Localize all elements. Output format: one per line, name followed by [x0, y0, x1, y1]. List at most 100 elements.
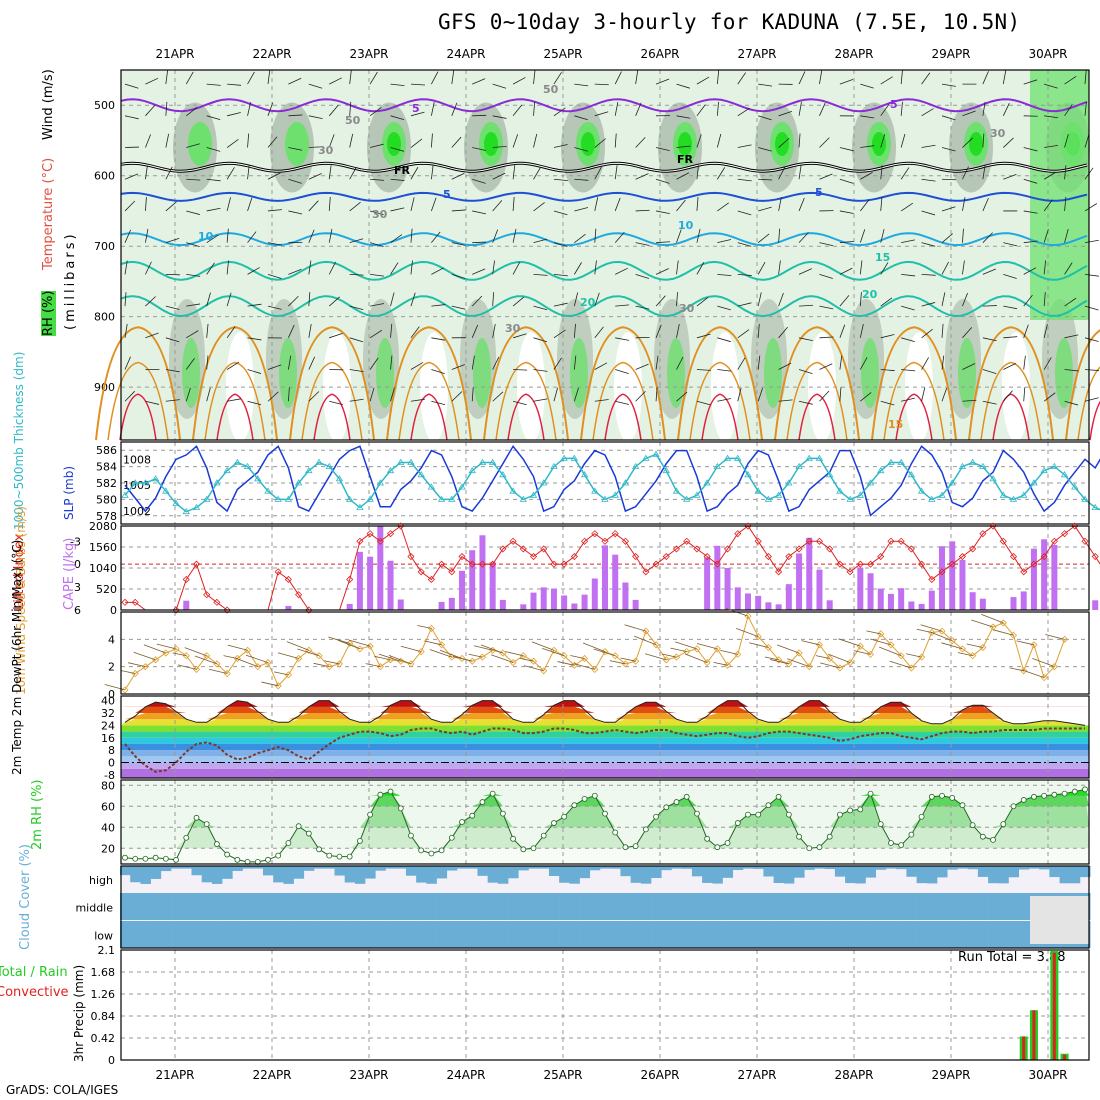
- isotherm-30: [1077, 366, 1100, 441]
- wind-barb: [717, 239, 732, 244]
- wind-barb: [1064, 400, 1079, 406]
- wind-barb: [982, 133, 985, 148]
- temp-series: [124, 700, 1086, 726]
- wind-tick: 2: [108, 661, 115, 674]
- wind-marker: [764, 643, 772, 652]
- wind-barb: [635, 209, 650, 212]
- cloud-low-bar: [548, 921, 560, 948]
- wind-marker: [325, 663, 333, 671]
- rh-marker: [734, 820, 741, 826]
- cloud-high-bar: [477, 866, 488, 876]
- cloud-middle-bar: [293, 893, 305, 920]
- rh-marker: [796, 833, 802, 840]
- cape-bar: [898, 588, 905, 610]
- wind-barb: [512, 104, 523, 117]
- cape-bar: [928, 590, 935, 610]
- cloud-middle-bar: [865, 893, 877, 920]
- isotherm-15: [120, 260, 1088, 281]
- wind-barb: [620, 657, 636, 662]
- wind-barb: [828, 653, 851, 663]
- temp-band: [121, 706, 1089, 714]
- cloud-low-bar: [242, 921, 254, 948]
- cloud-high-bar: [354, 866, 366, 884]
- cape-bar: [285, 605, 292, 610]
- wind-barb: [574, 207, 589, 212]
- wind-marker: [1009, 631, 1018, 639]
- li-marker: [295, 591, 303, 599]
- isotherm-35: [119, 393, 157, 441]
- cloud-low-bar: [365, 921, 376, 948]
- cape-bar: [346, 603, 353, 610]
- thickness-marker: [1040, 466, 1048, 474]
- wind-barb: [758, 178, 773, 181]
- wind-barb: [720, 650, 738, 655]
- rh-marker: [642, 826, 649, 833]
- wind-barb: [1043, 324, 1048, 338]
- wind-barb: [982, 400, 997, 405]
- thickness-marker: [305, 466, 313, 474]
- cloud-low-bar: [773, 921, 785, 948]
- wind-barb: [519, 657, 534, 662]
- wind-barb: [594, 138, 606, 148]
- li-marker: [683, 537, 691, 545]
- li-tick: -3: [70, 535, 81, 548]
- wind-barb: [1002, 70, 1007, 85]
- thickness-marker: [621, 479, 630, 486]
- rh-marker: [499, 810, 506, 817]
- thickness-marker: [713, 462, 722, 469]
- wind-barb: [553, 210, 568, 216]
- wind-barb: [921, 108, 934, 117]
- wind-marker: [785, 660, 793, 668]
- contour-label: 30: [505, 322, 521, 335]
- li-marker: [223, 606, 231, 614]
- cloud-middle-bar: [722, 893, 734, 920]
- rh-marker: [816, 844, 823, 851]
- cape-bar: [591, 578, 598, 610]
- precip-label: 3hr Precip (mm): [72, 964, 86, 1062]
- wind-barb: [390, 234, 403, 243]
- wind-barb: [473, 645, 493, 651]
- wind-barb: [267, 391, 279, 402]
- wind-barb: [1084, 305, 1099, 311]
- cloud-high-bar: [446, 866, 458, 871]
- wind-barb: [853, 650, 871, 655]
- cape-bar: [520, 604, 527, 610]
- wind-barb: [717, 202, 729, 212]
- wind-barb: [490, 654, 514, 663]
- wind-barb: [819, 390, 830, 402]
- li-marker: [438, 560, 446, 568]
- cape-bar: [356, 551, 363, 610]
- cloud-low-bar: [998, 921, 1009, 948]
- rh-marker: [1041, 792, 1048, 799]
- cloud-high-bar: [344, 866, 356, 883]
- wind-barb: [1022, 669, 1045, 678]
- li-marker: [672, 545, 681, 553]
- cloud-high-bar: [763, 866, 774, 877]
- cloud-middle-bar: [937, 893, 948, 920]
- li-marker: [652, 560, 660, 568]
- wind-barb: [676, 391, 688, 402]
- cloud-high-bar: [600, 866, 611, 869]
- wind-barb: [206, 234, 219, 244]
- thickness-marker: [417, 471, 425, 478]
- wind-barb: [819, 305, 834, 310]
- li-marker: [723, 545, 732, 553]
- wind-barb: [1043, 199, 1053, 212]
- cloud-middle-bar: [794, 893, 805, 920]
- wind-barb: [798, 268, 812, 275]
- li-marker: [775, 568, 783, 576]
- cloud-middle-bar: [528, 893, 540, 920]
- cape-tick: 0: [110, 604, 117, 617]
- cape-bar: [969, 592, 976, 610]
- thickness-marker: [734, 454, 742, 461]
- wind-barb: [982, 71, 989, 85]
- cloud-low-bar: [681, 921, 693, 948]
- cape-bar: [959, 559, 966, 610]
- li-marker: [591, 530, 599, 538]
- wind-barb: [941, 115, 956, 121]
- wind-barb: [798, 101, 802, 116]
- wind-barb: [696, 400, 711, 406]
- wind-marker: [836, 664, 844, 672]
- cloud-low-bar: [334, 921, 345, 948]
- thickness-marker: [458, 483, 466, 490]
